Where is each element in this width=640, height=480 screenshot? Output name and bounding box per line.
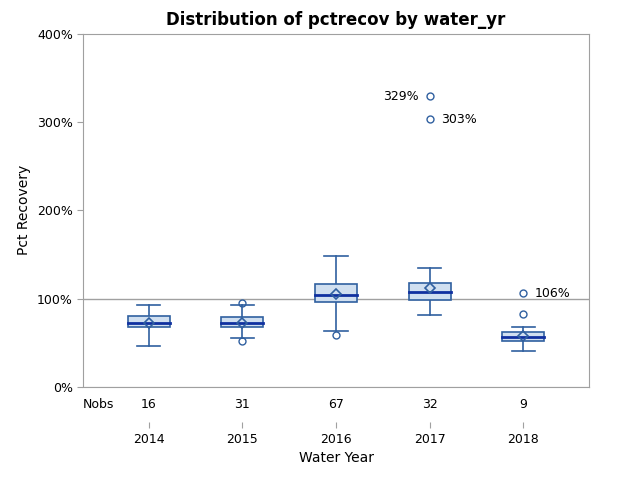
Bar xyxy=(315,284,357,302)
Bar xyxy=(408,283,451,300)
Bar xyxy=(502,332,545,341)
Bar xyxy=(127,316,170,327)
Y-axis label: Pct Recovery: Pct Recovery xyxy=(17,165,31,255)
Text: Nobs: Nobs xyxy=(83,398,115,411)
Text: 329%: 329% xyxy=(383,90,419,103)
Text: 31: 31 xyxy=(234,398,250,411)
Text: 303%: 303% xyxy=(441,113,477,126)
Text: 67: 67 xyxy=(328,398,344,411)
Text: 16: 16 xyxy=(141,398,157,411)
Title: Distribution of pctrecov by water_yr: Distribution of pctrecov by water_yr xyxy=(166,11,506,29)
Text: 9: 9 xyxy=(519,398,527,411)
Text: 106%: 106% xyxy=(534,287,570,300)
Text: 32: 32 xyxy=(422,398,438,411)
X-axis label: Water Year: Water Year xyxy=(298,451,374,466)
Bar xyxy=(221,317,264,327)
